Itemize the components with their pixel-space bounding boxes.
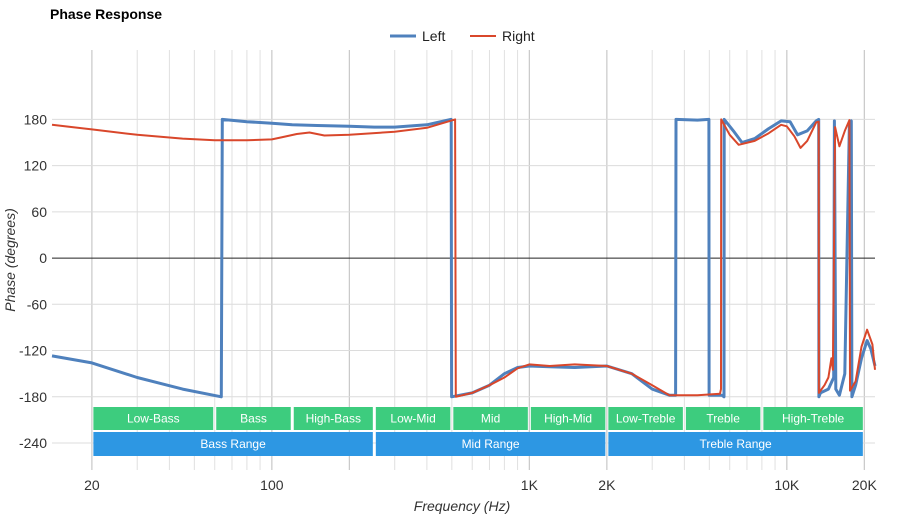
- y-tick-label: -60: [27, 296, 47, 312]
- x-gridlines: [91, 50, 865, 470]
- band-label: Low-Treble: [616, 412, 676, 426]
- x-tick-label: 20: [84, 477, 100, 493]
- band-label: Low-Bass: [127, 412, 180, 426]
- y-tick-label: 60: [31, 204, 47, 220]
- y-tick-label: -120: [19, 343, 47, 359]
- x-axis-title: Frequency (Hz): [414, 498, 510, 514]
- band: High-Treble: [763, 407, 863, 430]
- chart-title: Phase Response: [50, 6, 162, 22]
- x-tick-label: 2K: [598, 477, 616, 493]
- band: High-Bass: [293, 407, 373, 430]
- band: Low-Bass: [93, 407, 214, 430]
- band: High-Mid: [530, 407, 606, 430]
- range-rect: [375, 432, 606, 456]
- band: Bass: [216, 407, 291, 430]
- legend-left-label: Left: [422, 28, 445, 44]
- band-rect: [93, 407, 214, 430]
- legend-right-label: Right: [502, 28, 535, 44]
- band-rect: [608, 407, 683, 430]
- band-label: High-Mid: [544, 412, 592, 426]
- band-label: High-Treble: [782, 412, 845, 426]
- x-tick-label: 10K: [774, 477, 800, 493]
- y-axis-title: Phase (degrees): [2, 208, 18, 312]
- x-tick-label: 100: [260, 477, 284, 493]
- series-right-line: [51, 118, 876, 398]
- band-label: Treble: [706, 412, 740, 426]
- series-left-line: [51, 117, 877, 399]
- band-rect: [375, 407, 451, 430]
- band-rect: [293, 407, 373, 430]
- legend-item-right[interactable]: Right: [470, 28, 535, 44]
- band: Low-Mid: [375, 407, 451, 430]
- range-rect: [608, 432, 863, 456]
- band-rect: [530, 407, 606, 430]
- band-label: Mid: [481, 412, 500, 426]
- range-rect: [93, 432, 373, 456]
- range-label: Bass Range: [200, 437, 266, 451]
- y-tick-label: -180: [19, 389, 47, 405]
- band: Low-Treble: [608, 407, 683, 430]
- data-series: [51, 117, 877, 399]
- band-label: Low-Mid: [390, 412, 435, 426]
- x-tick-label: 20K: [852, 477, 878, 493]
- range-label: Treble Range: [699, 437, 772, 451]
- band: Mid: [453, 407, 528, 430]
- band-label: High-Bass: [306, 412, 361, 426]
- range: Bass Range: [93, 432, 373, 456]
- band-rect: [685, 407, 761, 430]
- range-label: Mid Range: [462, 437, 520, 451]
- y-tick-label: 0: [39, 250, 47, 266]
- range: Mid Range: [375, 432, 606, 456]
- y-tick-label: 180: [24, 111, 48, 127]
- y-tick-label: -240: [19, 435, 47, 451]
- frequency-bands: Low-Bass Bass High-Bass Low-Mid Mid High-Mid L…: [93, 407, 863, 430]
- y-tick-label: 120: [24, 158, 48, 174]
- band-label: Bass: [240, 412, 267, 426]
- legend: Left Right: [390, 28, 535, 44]
- band-rect: [763, 407, 863, 430]
- x-tick-labels: 20 100 1K 2K 10K 20K: [84, 477, 877, 493]
- x-tick-label: 1K: [521, 477, 539, 493]
- y-tick-labels: 180 120 60 0 -60 -120 -180 -240: [19, 111, 47, 451]
- range: Treble Range: [608, 432, 863, 456]
- band-rect: [216, 407, 291, 430]
- band-rect: [453, 407, 528, 430]
- frequency-ranges: Bass Range Mid Range Treble Range: [93, 432, 863, 456]
- band: Treble: [685, 407, 761, 430]
- legend-item-left[interactable]: Left: [390, 28, 445, 44]
